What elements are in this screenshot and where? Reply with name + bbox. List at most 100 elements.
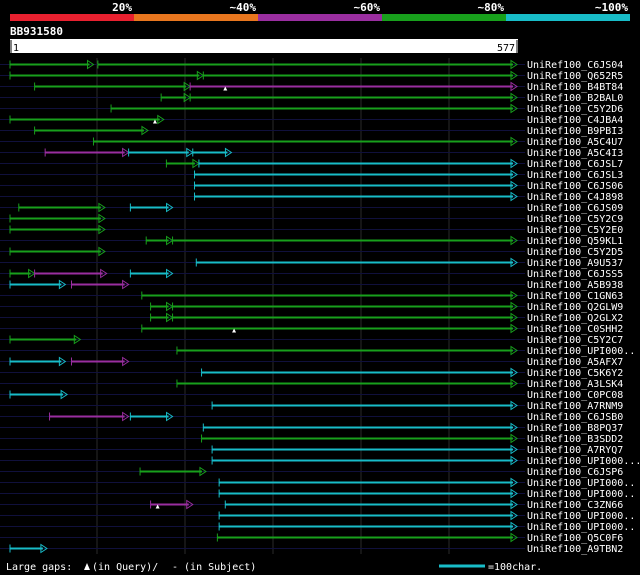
hit-label[interactable]: UniRef100_UPI000.. (527, 346, 635, 357)
hit-row[interactable]: UniRef100_Q2GLX2 (0, 312, 623, 324)
hit-row[interactable]: UniRef100_Q59KL1 (0, 235, 623, 247)
hit-row[interactable]: UniRef100_A5AFX7 (0, 356, 623, 368)
hit-label[interactable]: UniRef100_C5Y2C7 (527, 335, 623, 346)
hit-row[interactable]: UniRef100_C6JSL3 (0, 169, 623, 181)
hit-row[interactable]: UniRef100_C5Y2E0 (0, 224, 623, 236)
hit-row[interactable]: UniRef100_UPI000.. (0, 510, 635, 522)
hit-label[interactable]: UniRef100_C3ZN66 (527, 500, 623, 511)
hit-label[interactable]: UniRef100_A9U537 (527, 258, 623, 269)
hit-row[interactable]: UniRef100_C4JBA4 (0, 114, 623, 126)
hit-arrowhead (510, 92, 518, 103)
hit-label[interactable]: UniRef100_B2BAL0 (527, 93, 623, 104)
hit-row[interactable]: UniRef100_B9PBI3 (0, 125, 623, 137)
hit-row[interactable]: UniRef100_B2BAL0 (0, 92, 623, 104)
hit-row[interactable]: UniRef100_C5Y2C9 (0, 213, 623, 225)
hit-label[interactable]: UniRef100_B9PBI3 (527, 126, 623, 137)
hit-row[interactable]: UniRef100_C5Y2C7 (0, 334, 623, 346)
hit-row[interactable]: UniRef100_C6JSL7 (0, 158, 623, 170)
hit-row[interactable]: UniRef100_Q5C0F6 (0, 532, 623, 544)
hit-label[interactable]: UniRef100_Q652R5 (527, 71, 623, 82)
hit-label[interactable]: UniRef100_C0SHH2 (527, 324, 623, 335)
hit-row[interactable]: UniRef100_UPI000.. (0, 477, 635, 489)
hit-label[interactable]: UniRef100_Q2GLW9 (527, 302, 623, 313)
hit-row[interactable]: UniRef100_C5Y2D5 (0, 246, 623, 258)
hit-row[interactable]: UniRef100_A5C4U7 (0, 136, 623, 148)
hit-label[interactable]: UniRef100_C4JBA4 (527, 115, 623, 126)
hit-row[interactable]: UniRef100_A3LSK4 (0, 378, 623, 390)
hit-arrowhead (510, 169, 518, 180)
hit-row[interactable]: UniRef100_C5K6Y2 (0, 367, 623, 379)
hit-row[interactable]: UniRef100_Q2GLW9 (0, 301, 623, 313)
hit-row[interactable]: UniRef100_C4J898 (0, 191, 623, 203)
hit-label[interactable]: UniRef100_C6JSS5 (527, 269, 623, 280)
hit-row[interactable]: UniRef100_A7RYQ7 (0, 444, 623, 456)
hit-label[interactable]: UniRef100_UPI000.. (527, 478, 635, 489)
hit-label[interactable]: UniRef100_C5Y2D6 (527, 104, 623, 115)
hit-arrowhead (510, 521, 518, 532)
hit-arrowhead (510, 444, 518, 455)
hit-row[interactable]: UniRef100_C6JSB0 (0, 411, 623, 423)
hit-row[interactable]: UniRef100_A9U537 (0, 257, 623, 269)
hit-row[interactable]: UniRef100_C5Y2D6 (0, 103, 623, 115)
hit-label[interactable]: UniRef100_C6JSL7 (527, 159, 623, 170)
hit-row[interactable]: UniRef100_C1GN63 (0, 290, 623, 302)
hit-arrowhead (166, 235, 174, 246)
hit-label[interactable]: UniRef100_Q5C0F6 (527, 533, 623, 544)
hit-label[interactable]: UniRef100_C5K6Y2 (527, 368, 623, 379)
hit-label[interactable]: UniRef100_UPI000.. (527, 489, 635, 500)
hit-arrowhead (98, 224, 106, 235)
hit-label[interactable]: UniRef100_C6JS09 (527, 203, 623, 214)
hit-row[interactable]: UniRef100_UPI000.. (0, 521, 635, 533)
hit-row[interactable]: UniRef100_C0SHH2 (0, 323, 623, 335)
hit-rows: UniRef100_C6JS04UniRef100_Q652R5UniRef10… (0, 59, 640, 555)
hit-row[interactable]: UniRef100_A9TBN2 (0, 543, 623, 555)
hit-label[interactable]: UniRef100_UPI000... (527, 456, 640, 467)
hit-row[interactable]: UniRef100_C6JSS5 (0, 268, 623, 280)
hit-row[interactable]: UniRef100_C0PC08 (0, 389, 623, 401)
hit-label[interactable]: UniRef100_C5Y2E0 (527, 225, 623, 236)
hit-label[interactable]: UniRef100_C6JS06 (527, 181, 623, 192)
hit-label[interactable]: UniRef100_C6JSL3 (527, 170, 623, 181)
query-ruler (10, 39, 518, 53)
hit-label[interactable]: UniRef100_C6JSP6 (527, 467, 623, 478)
hit-label[interactable]: UniRef100_Q59KL1 (527, 236, 623, 247)
hit-label[interactable]: UniRef100_C0PC08 (527, 390, 623, 401)
hit-label[interactable]: UniRef100_B4BT84 (527, 82, 623, 93)
hit-label[interactable]: UniRef100_UPI000.. (527, 511, 635, 522)
hit-label[interactable]: UniRef100_B8PQ37 (527, 423, 623, 434)
hit-row[interactable]: UniRef100_A5B938 (0, 279, 623, 291)
hit-row[interactable]: UniRef100_UPI000.. (0, 488, 635, 500)
hit-label[interactable]: UniRef100_Q2GLX2 (527, 313, 623, 324)
hit-row[interactable]: UniRef100_UPI000.. (0, 345, 635, 357)
hit-label[interactable]: UniRef100_C6JS04 (527, 60, 623, 71)
hit-row[interactable]: UniRef100_A7RNM9 (0, 400, 623, 412)
hit-row[interactable]: UniRef100_C6JS06 (0, 180, 623, 192)
hit-label[interactable]: UniRef100_A5C4U7 (527, 137, 623, 148)
hit-arrowhead (199, 466, 207, 477)
hit-label[interactable]: UniRef100_C1GN63 (527, 291, 623, 302)
hit-label[interactable]: UniRef100_A5C4I3 (527, 148, 623, 159)
hit-row[interactable]: UniRef100_B3SDD2 (0, 433, 623, 445)
hit-label[interactable]: UniRef100_A7RYQ7 (527, 445, 623, 456)
hit-label[interactable]: UniRef100_C5Y2C9 (527, 214, 623, 225)
hit-label[interactable]: UniRef100_C4J898 (527, 192, 623, 203)
hit-row[interactable]: UniRef100_C6JSP6 (0, 466, 623, 478)
footer-subject-gap-label: - (in Subject) (172, 562, 256, 573)
hit-label[interactable]: UniRef100_A9TBN2 (527, 544, 623, 555)
hit-label[interactable]: UniRef100_C6JSB0 (527, 412, 623, 423)
hit-label[interactable]: UniRef100_A5B938 (527, 280, 623, 291)
hit-label[interactable]: UniRef100_A7RNM9 (527, 401, 623, 412)
hit-label[interactable]: UniRef100_C5Y2D5 (527, 247, 623, 258)
hit-row[interactable]: UniRef100_C3ZN66 (0, 499, 623, 511)
hit-row[interactable]: UniRef100_UPI000... (0, 455, 640, 467)
hit-label[interactable]: UniRef100_UPI000.. (527, 522, 635, 533)
hit-row[interactable]: UniRef100_B8PQ37 (0, 422, 623, 434)
hit-label[interactable]: UniRef100_A3LSK4 (527, 379, 623, 390)
hit-row[interactable]: UniRef100_B4BT84 (0, 81, 623, 93)
hit-label[interactable]: UniRef100_A5AFX7 (527, 357, 623, 368)
hit-row[interactable]: UniRef100_C6JS04 (0, 59, 623, 71)
hit-label[interactable]: UniRef100_B3SDD2 (527, 434, 623, 445)
hit-row[interactable]: UniRef100_A5C4I3 (0, 147, 623, 159)
hit-row[interactable]: UniRef100_Q652R5 (0, 70, 623, 82)
hit-row[interactable]: UniRef100_C6JS09 (0, 202, 623, 214)
